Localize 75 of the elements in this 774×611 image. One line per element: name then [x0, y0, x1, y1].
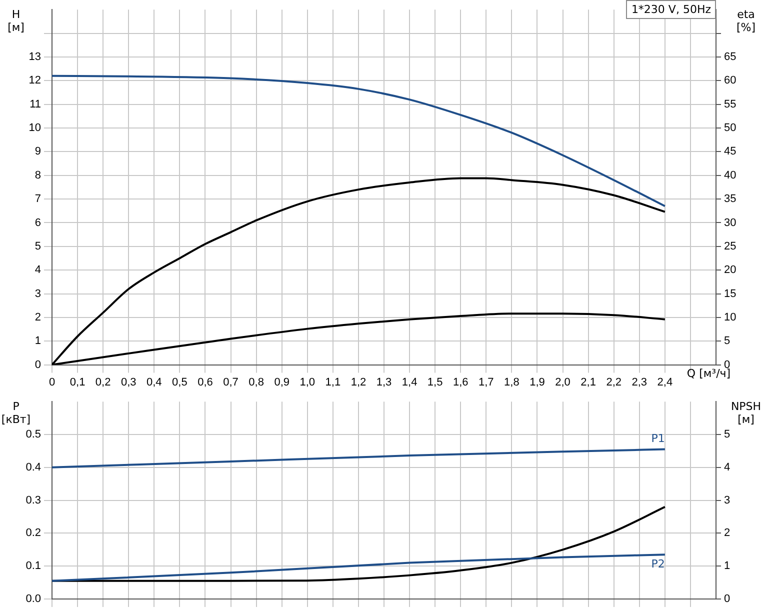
y2-tick-label: 25 — [724, 240, 736, 252]
x-tick-label: 0,2 — [95, 376, 111, 388]
x-tick-label: 0,8 — [248, 376, 264, 388]
y-tick-label: 12 — [28, 74, 41, 87]
x-tick-label: 1,9 — [530, 376, 545, 388]
x-tick-label: 0,4 — [146, 376, 162, 388]
x-tick-label: 1,3 — [376, 376, 392, 388]
y2-tick-label: 40 — [724, 169, 736, 182]
y-tick-label: 11 — [30, 98, 41, 110]
y2-tick-label: 50 — [724, 122, 736, 134]
y-tick-label: 0.0 — [26, 593, 41, 606]
x-tick-label: 1,0 — [300, 376, 316, 388]
x-tick-label: 1,2 — [350, 376, 366, 388]
y-tick-label: 0.3 — [26, 494, 41, 506]
y2-tick-label: 45 — [724, 146, 736, 158]
y-tick-label: 0.4 — [26, 461, 41, 474]
y2-tick-label: 20 — [724, 264, 736, 276]
y-tick-label: 1 — [34, 335, 41, 348]
y-tick-label: 8 — [34, 169, 41, 182]
x-tick-label: 0,6 — [198, 376, 213, 388]
y2-axis-title: eta [%] — [736, 8, 756, 34]
y2-tick-label: 5 — [724, 335, 730, 348]
y-tick-label: 10 — [28, 122, 41, 134]
x-tick-label: 1,4 — [402, 376, 418, 388]
y2-tick-label: 60 — [724, 74, 736, 87]
x-tick-label: 2,2 — [606, 376, 622, 388]
x-tick-label: 2,4 — [657, 376, 673, 388]
y2-tick-label: 15 — [724, 288, 736, 300]
y-tick-label: 0.5 — [26, 428, 41, 441]
line-series — [52, 554, 666, 582]
y2-tick-label: 65 — [724, 50, 736, 63]
x-axis-title: Q [м³/ч] — [686, 367, 731, 380]
y-tick-label: 6 — [34, 216, 41, 229]
y2-tick-label: 2 — [724, 527, 730, 540]
y2-tick-label: 10 — [724, 311, 736, 324]
x-tick-label: 0 — [48, 376, 56, 388]
y2-tick-label: 4 — [724, 461, 730, 474]
y-tick-label: 7 — [34, 193, 41, 206]
x-tick-label: 1,1 — [325, 376, 341, 388]
x-tick-label: 2,3 — [632, 376, 648, 388]
y2-tick-label: 3 — [724, 494, 730, 506]
y2-tick-label: 30 — [724, 216, 736, 229]
y-tick-label: 0.2 — [26, 527, 41, 540]
y2-tick-label: 55 — [724, 98, 736, 110]
y-tick-label: 0 — [34, 358, 41, 371]
x-tick-label: 1,6 — [452, 376, 468, 388]
x-tick-label: 0,3 — [120, 376, 136, 388]
y-tick-label: 3 — [34, 288, 41, 300]
y-tick-label: 5 — [34, 240, 41, 252]
series-label: P1 — [651, 432, 665, 446]
y2-tick-label: 1 — [724, 560, 730, 572]
y-tick-label: 0.1 — [26, 560, 41, 572]
y2-tick-label: 0 — [724, 593, 730, 606]
y-tick-label: 13 — [28, 50, 41, 63]
y-tick-label: 4 — [34, 264, 41, 276]
y-tick-label: 2 — [34, 311, 41, 324]
x-tick-label: 0,7 — [223, 376, 238, 388]
line-series — [52, 448, 666, 468]
y-axis-title: H [м] — [8, 8, 24, 34]
x-tick-label: 2,1 — [580, 376, 596, 388]
y-tick-label: 9 — [34, 146, 41, 158]
x-tick-label: 1,5 — [427, 376, 443, 388]
x-tick-label: 0,9 — [274, 376, 290, 388]
x-tick-label: 1,7 — [478, 376, 494, 388]
chart-title: 1*230 V, 50Hz — [626, 0, 716, 19]
x-tick-label: 0,5 — [172, 376, 188, 388]
x-tick-label: 0,1 — [70, 376, 86, 388]
y2-tick-label: 35 — [724, 193, 736, 206]
y2-tick-label: 5 — [724, 428, 730, 441]
x-tick-label: 2,0 — [555, 376, 570, 388]
series-label: P2 — [651, 557, 665, 570]
x-tick-label: 1,8 — [504, 376, 520, 388]
y-axis-title: P [кВт] — [1, 400, 31, 426]
line-series — [52, 74, 666, 208]
y2-axis-title: NPSH [м] — [730, 400, 762, 426]
